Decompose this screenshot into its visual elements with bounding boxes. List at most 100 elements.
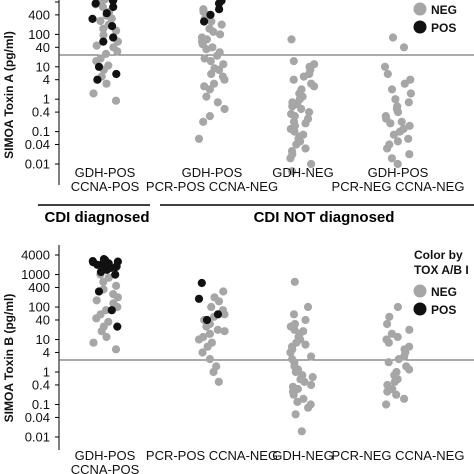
y-tick-label: 0.01 — [25, 430, 50, 445]
data-point-neg — [299, 130, 308, 139]
data-point-neg — [207, 17, 216, 26]
category-label: PCR-NEG CCNA-NEG — [332, 179, 465, 194]
y-tick-label: 0.04 — [25, 137, 50, 152]
data-point-neg — [382, 335, 391, 344]
category-label: GDH-POS — [368, 165, 429, 180]
data-point-neg — [213, 98, 222, 107]
data-point-pos — [88, 14, 97, 23]
data-point-neg — [291, 410, 300, 419]
data-point-neg — [101, 49, 111, 59]
panel-a-points — [88, 0, 415, 176]
data-point-neg — [381, 112, 390, 121]
panel-b-legend-pos-swatch — [413, 302, 427, 316]
data-point-neg — [199, 117, 208, 126]
data-point-pos — [102, 9, 111, 18]
data-point-neg — [393, 137, 402, 146]
data-point-neg — [384, 358, 393, 367]
y-tick-label: 10 — [36, 332, 50, 347]
panel-b-legend-title-line2: TOX A/B I — [414, 263, 469, 277]
data-point-neg — [104, 317, 113, 326]
data-point-neg — [198, 348, 207, 357]
category-label: PCR-NEG CCNA-NEG — [332, 448, 465, 463]
data-point-neg — [297, 427, 306, 436]
data-point-neg — [392, 390, 401, 399]
data-point-neg — [220, 327, 229, 336]
panel-b-legend-pos-label: POS — [431, 303, 456, 317]
panel-a-legend-neg-label: NEG — [431, 3, 457, 17]
data-point-neg — [220, 104, 229, 114]
data-point-neg — [287, 35, 296, 44]
data-point-neg — [306, 400, 315, 409]
y-tick-label: 1000 — [21, 267, 50, 282]
data-point-pos — [93, 75, 102, 84]
data-point-neg — [387, 85, 397, 94]
data-point-neg — [218, 72, 227, 81]
data-point-neg — [287, 147, 297, 156]
data-point-neg — [303, 302, 313, 312]
category-label: CCNA-POS — [71, 462, 140, 474]
data-point-neg — [406, 75, 415, 84]
data-point-neg — [215, 48, 224, 57]
data-point-neg — [308, 373, 317, 382]
y-tick-label: 40 — [36, 312, 50, 327]
data-point-neg — [301, 315, 310, 325]
data-point-pos — [112, 69, 121, 79]
data-point-pos — [202, 315, 212, 325]
data-point-neg — [212, 362, 221, 371]
data-point-neg — [214, 377, 223, 386]
data-point-neg — [111, 345, 121, 354]
data-point-pos — [88, 257, 97, 266]
category-label: GDH-NEG — [272, 165, 333, 180]
category-label: GDH-POS — [182, 165, 243, 180]
data-point-neg — [406, 89, 415, 98]
data-point-neg — [383, 319, 392, 329]
data-point-pos — [206, 10, 215, 19]
data-point-neg — [205, 355, 214, 364]
data-point-neg — [207, 302, 216, 312]
data-point-neg — [205, 24, 214, 33]
data-point-pos — [94, 287, 104, 296]
data-point-neg — [290, 319, 299, 329]
y-tick-label: 0.01 — [25, 157, 50, 172]
panel-b-legend-title-line1: Color by — [414, 248, 463, 262]
panel-a-legend-neg-swatch — [413, 2, 427, 16]
data-point-neg — [388, 33, 398, 42]
data-point-pos — [197, 278, 206, 288]
data-point-neg — [200, 82, 209, 91]
data-point-pos — [213, 310, 223, 319]
data-point-neg — [199, 332, 208, 342]
y-tick-label: 0.1 — [32, 124, 50, 139]
group-label-cdi-diagnosed: CDI diagnosed — [44, 209, 149, 226]
data-point-neg — [405, 121, 414, 130]
data-point-neg — [109, 43, 118, 52]
data-point-neg — [96, 16, 105, 26]
data-point-neg — [100, 0, 109, 4]
data-point-neg — [89, 89, 98, 98]
data-point-neg — [387, 154, 396, 163]
data-point-neg — [404, 134, 413, 143]
data-point-neg — [393, 302, 402, 312]
data-point-neg — [400, 394, 409, 403]
data-point-neg — [301, 340, 310, 349]
data-point-neg — [307, 79, 316, 88]
y-tick-label: 10 — [36, 59, 50, 74]
y-tick-label: 1 — [43, 365, 50, 380]
category-label: GDH-NEG — [272, 448, 333, 463]
data-point-neg — [383, 380, 392, 390]
y-tick-label: 400 — [28, 280, 50, 295]
data-point-neg — [104, 61, 113, 70]
data-point-neg — [307, 380, 316, 390]
data-point-neg — [301, 144, 310, 153]
data-point-neg — [109, 290, 118, 299]
data-point-neg — [102, 79, 111, 88]
data-point-neg — [298, 371, 307, 380]
data-point-neg — [219, 287, 228, 296]
data-point-neg — [287, 109, 296, 119]
data-point-pos — [109, 2, 118, 12]
data-point-neg — [219, 60, 228, 69]
data-point-neg — [393, 159, 402, 169]
panel-b-y-axis-label: SIMOA Toxin B (pg/ml) — [2, 294, 16, 423]
